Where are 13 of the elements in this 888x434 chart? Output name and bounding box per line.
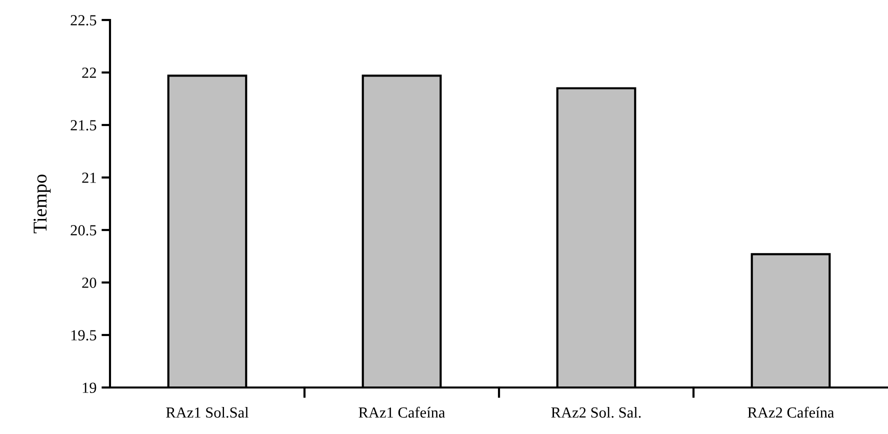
y-tick-label: 21.5 <box>70 120 96 131</box>
y-tick-label: 20.5 <box>70 225 96 236</box>
y-tick-label: 20 <box>82 278 96 288</box>
x-tick-label: RAz2 Cafeína <box>748 406 834 418</box>
y-tick-label: 22 <box>82 68 96 78</box>
y-tick-label: 21 <box>82 172 96 183</box>
y-axis-title: Tiempo <box>34 174 51 234</box>
x-tick-label: RAz1 Sol.Sal <box>166 406 249 418</box>
y-tick-label: 19 <box>82 382 96 393</box>
y-tick-label: 19.5 <box>71 330 96 341</box>
x-tick-label: RAz1 Cafeína <box>358 406 446 418</box>
x-tick-label: RAz2 Sol. Sal. <box>551 406 641 418</box>
y-tick-label: 22.5 <box>70 15 96 26</box>
